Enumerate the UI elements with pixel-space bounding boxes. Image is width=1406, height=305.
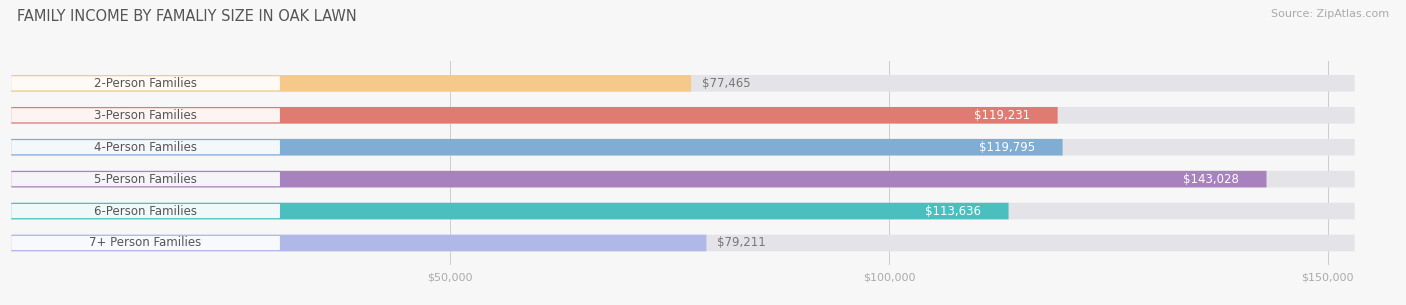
FancyBboxPatch shape [950, 109, 1053, 122]
Text: Source: ZipAtlas.com: Source: ZipAtlas.com [1271, 9, 1389, 19]
FancyBboxPatch shape [11, 107, 1057, 124]
Text: 3-Person Families: 3-Person Families [94, 109, 197, 122]
FancyBboxPatch shape [955, 141, 1059, 154]
Text: 4-Person Families: 4-Person Families [94, 141, 197, 154]
Text: FAMILY INCOME BY FAMALIY SIZE IN OAK LAWN: FAMILY INCOME BY FAMALIY SIZE IN OAK LAW… [17, 9, 357, 24]
FancyBboxPatch shape [11, 75, 1355, 92]
Text: 6-Person Families: 6-Person Families [94, 205, 197, 217]
FancyBboxPatch shape [11, 107, 1355, 124]
FancyBboxPatch shape [11, 236, 280, 250]
FancyBboxPatch shape [11, 140, 280, 154]
FancyBboxPatch shape [11, 171, 1355, 188]
Text: 7+ Person Families: 7+ Person Families [90, 236, 201, 249]
FancyBboxPatch shape [11, 235, 1355, 251]
FancyBboxPatch shape [11, 75, 692, 92]
FancyBboxPatch shape [11, 235, 706, 251]
FancyBboxPatch shape [11, 76, 280, 90]
FancyBboxPatch shape [11, 172, 280, 186]
FancyBboxPatch shape [11, 108, 280, 122]
FancyBboxPatch shape [11, 171, 1267, 188]
FancyBboxPatch shape [901, 205, 1004, 217]
FancyBboxPatch shape [11, 139, 1355, 156]
Text: $143,028: $143,028 [1182, 173, 1239, 186]
Text: $113,636: $113,636 [925, 205, 981, 217]
Text: $77,465: $77,465 [702, 77, 751, 90]
Text: $119,795: $119,795 [979, 141, 1035, 154]
FancyBboxPatch shape [1159, 173, 1263, 186]
FancyBboxPatch shape [11, 203, 1355, 219]
Text: 2-Person Families: 2-Person Families [94, 77, 197, 90]
Text: $79,211: $79,211 [717, 236, 766, 249]
FancyBboxPatch shape [11, 204, 280, 218]
FancyBboxPatch shape [11, 139, 1063, 156]
FancyBboxPatch shape [11, 203, 1008, 219]
Text: 5-Person Families: 5-Person Families [94, 173, 197, 186]
Text: $119,231: $119,231 [974, 109, 1031, 122]
